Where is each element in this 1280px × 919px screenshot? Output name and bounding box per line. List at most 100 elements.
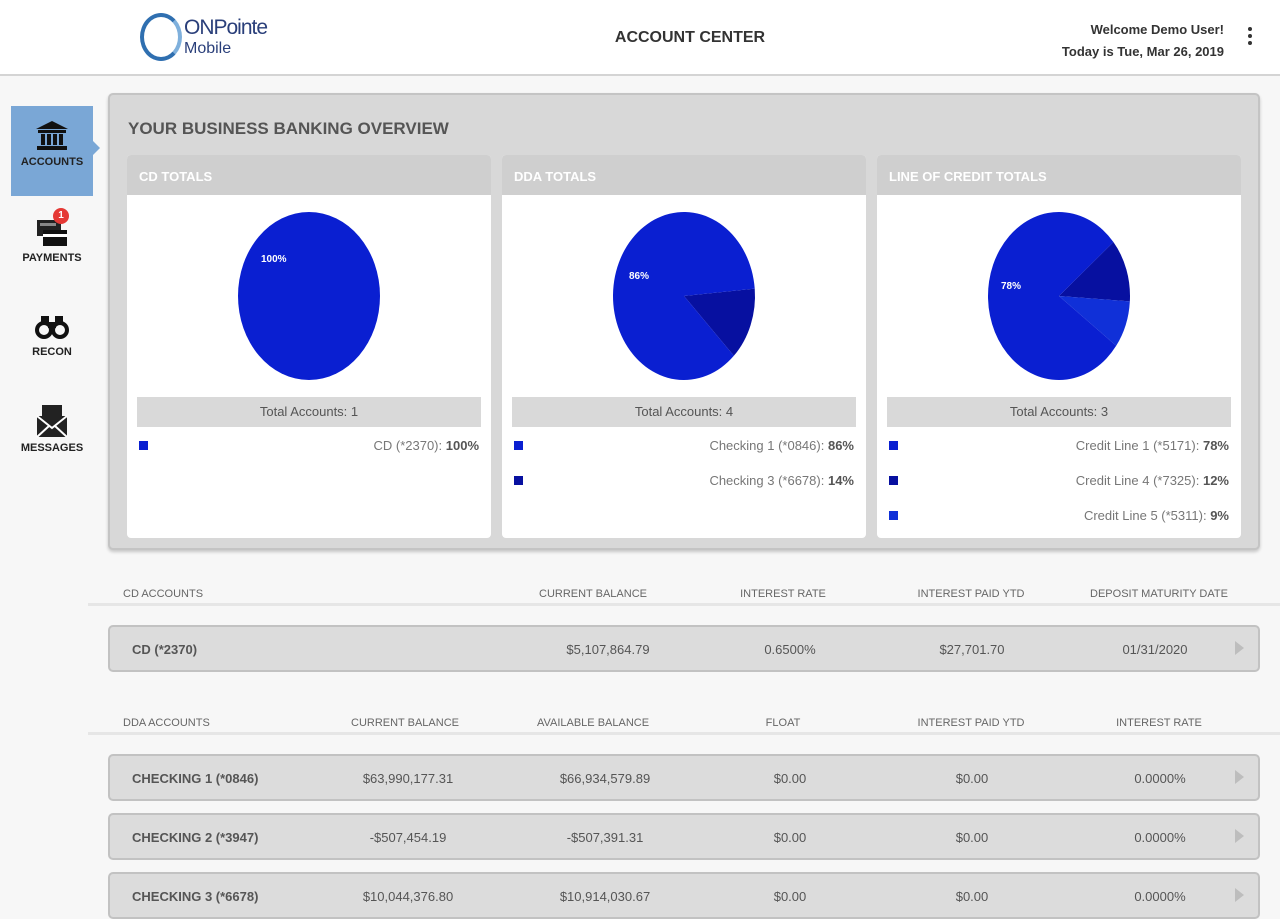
current-balance: $5,107,864.79 — [566, 642, 650, 657]
legend-swatch — [139, 441, 148, 450]
float: $0.00 — [773, 889, 807, 904]
date-text: Today is Tue, Mar 26, 2019 — [1061, 44, 1224, 59]
dda-account-row[interactable]: CHECKING 3 (*6678) $10,044,376.80 $10,914,… — [108, 872, 1260, 919]
pie-slice-0[interactable] — [613, 211, 755, 380]
legend-item: Credit Line 1 (*5171): 78% — [889, 438, 1229, 456]
account-name: CD (*2370) — [132, 642, 198, 657]
column-header: INTEREST RATE — [1116, 717, 1202, 729]
legend-swatch — [889, 476, 898, 485]
account-name: CHECKING 2 (*3947) — [132, 830, 259, 845]
dda-totals-card: DDA TOTALS Total Accounts: 4 86% Checking… — [502, 155, 866, 538]
pie-chart: 78% — [988, 212, 1130, 381]
legend-item: Credit Line 5 (*5311): 9% — [889, 508, 1229, 526]
pie-data-label: 78% — [1001, 281, 1021, 292]
dda-accounts-header: DDA ACCOUNTS CURRENT BALANCE AVAILABLE B… — [88, 715, 1280, 735]
available-balance: $10,914,030.67 — [559, 889, 651, 904]
envelope-icon — [36, 405, 68, 438]
legend-item: Checking 1 (*0846): 86% — [514, 438, 854, 456]
pie-slice-1[interactable] — [1059, 242, 1130, 302]
legend-value: 100% — [445, 438, 479, 453]
interest-paid-ytd: $0.00 — [955, 830, 989, 845]
legend-label: Credit Line 5 (*5311): — [1083, 508, 1207, 523]
sidebar-item-recon[interactable]: RECON — [11, 296, 93, 386]
page-title: ACCOUNT CENTER — [614, 29, 766, 46]
pie-data-label: 86% — [629, 271, 649, 282]
cd-account-row[interactable]: CD (*2370) $5,107,864.79 0.6500% $27,701… — [108, 625, 1260, 672]
pie-chart: 86% — [613, 211, 755, 380]
welcome-text: Welcome Demo User! — [1090, 22, 1224, 37]
legend-label: Credit Line 1 (*5171): — [1075, 438, 1200, 453]
chevron-right-icon[interactable] — [1235, 641, 1244, 655]
legend-label: Checking 3 (*6678): — [709, 473, 825, 488]
dda-account-row[interactable]: CHECKING 1 (*0846) $63,990,177.31 $66,934,… — [108, 754, 1260, 801]
overview-title: YOUR BUSINESS BANKING OVERVIEW — [128, 119, 449, 138]
legend-value: 14% — [827, 473, 854, 488]
legend-value: 86% — [827, 438, 854, 453]
total-accounts: Total Accounts: 3 — [887, 397, 1231, 427]
interest-paid-ytd: $0.00 — [955, 889, 989, 904]
current-balance: $10,044,376.80 — [362, 889, 454, 904]
interest-paid-ytd: $27,701.70 — [939, 642, 1005, 657]
column-header: DDA ACCOUNTS — [123, 717, 210, 729]
column-header: INTEREST PAID YTD — [917, 588, 1025, 600]
legend-item: Credit Line 4 (*7325): 12% — [889, 473, 1229, 491]
pie-slice-0[interactable] — [988, 212, 1117, 381]
card-title: CD TOTALS — [127, 155, 491, 195]
legend-value: 78% — [1202, 438, 1229, 453]
legend-item: Checking 3 (*6678): 14% — [514, 473, 854, 491]
sidebar-item-messages[interactable]: MESSAGES — [11, 390, 93, 480]
account-name: CHECKING 1 (*0846) — [132, 771, 259, 786]
onpointe-logo[interactable]: ONPointe Mobile — [140, 12, 290, 64]
column-header: AVAILABLE BALANCE — [536, 717, 650, 729]
pie-slice-0[interactable] — [238, 212, 380, 380]
current-balance: $63,990,177.31 — [362, 771, 454, 786]
more-menu-icon[interactable] — [1248, 27, 1254, 48]
pie-data-label: 100% — [261, 254, 287, 265]
column-header: CURRENT BALANCE — [351, 717, 459, 729]
cd-totals-card: CD TOTALS Total Accounts: 1 100% CD (*237… — [127, 155, 491, 538]
current-balance: -$507,454.19 — [369, 830, 447, 845]
chevron-right-icon[interactable] — [1235, 829, 1244, 843]
total-accounts: Total Accounts: 1 — [137, 397, 481, 427]
bank-icon — [36, 121, 68, 150]
binoculars-icon — [35, 316, 69, 339]
pie-slice-2[interactable] — [1059, 296, 1130, 346]
maturity-date: 01/31/2020 — [1122, 642, 1188, 657]
available-balance: $66,934,579.89 — [559, 771, 651, 786]
pie-slice-1[interactable] — [684, 288, 755, 356]
interest-paid-ytd: $0.00 — [955, 771, 989, 786]
account-name: CHECKING 3 (*6678) — [132, 889, 259, 904]
logo-subtext: Mobile — [184, 40, 232, 57]
total-accounts: Total Accounts: 4 — [512, 397, 856, 427]
interest-rate: 0.0000% — [1134, 889, 1186, 904]
available-balance: -$507,391.31 — [566, 830, 644, 845]
interest-rate: 0.6500% — [764, 642, 816, 657]
column-header: INTEREST RATE — [740, 588, 826, 600]
legend-swatch — [889, 511, 898, 520]
chevron-right-icon[interactable] — [1235, 888, 1244, 902]
dda-account-row[interactable]: CHECKING 2 (*3947) -$507,454.19 -$507,391.… — [108, 813, 1260, 860]
sidebar-item-label: RECON — [32, 346, 72, 358]
sidebar-item-accounts[interactable]: ACCOUNTS — [11, 106, 100, 196]
notification-badge: 1 — [53, 208, 69, 224]
column-header: CURRENT BALANCE — [539, 588, 647, 600]
legend-swatch — [514, 441, 523, 450]
banking-overview-panel: YOUR BUSINESS BANKING OVERVIEW CD TOTALS… — [108, 93, 1260, 550]
welcome-block: Welcome Demo User! Today is Tue, Mar 26,… — [1062, 19, 1224, 63]
sidebar-item-label: MESSAGES — [20, 442, 84, 454]
sidebar: ACCOUNTS 1 PAYMENTS RECON MESSAGES — [0, 78, 100, 900]
card-title: DDA TOTALS — [502, 155, 866, 195]
legend-label: Checking 1 (*0846): — [709, 438, 825, 453]
payment-card-icon — [37, 220, 67, 246]
legend-label: CD (*2370): — [373, 438, 443, 453]
sidebar-item-label: PAYMENTS — [22, 252, 82, 264]
app-header: ONPointe Mobile ACCOUNT CENTER Welcome D… — [0, 0, 1280, 76]
chevron-right-icon[interactable] — [1235, 770, 1244, 784]
legend-value: 9% — [1210, 508, 1229, 523]
sidebar-item-payments[interactable]: 1 PAYMENTS — [11, 202, 93, 292]
legend-value: 12% — [1202, 473, 1229, 488]
column-header: INTEREST PAID YTD — [917, 717, 1025, 729]
logo-ring-icon — [140, 13, 182, 61]
pie-chart: 100% — [238, 212, 380, 380]
legend-swatch — [514, 476, 523, 485]
